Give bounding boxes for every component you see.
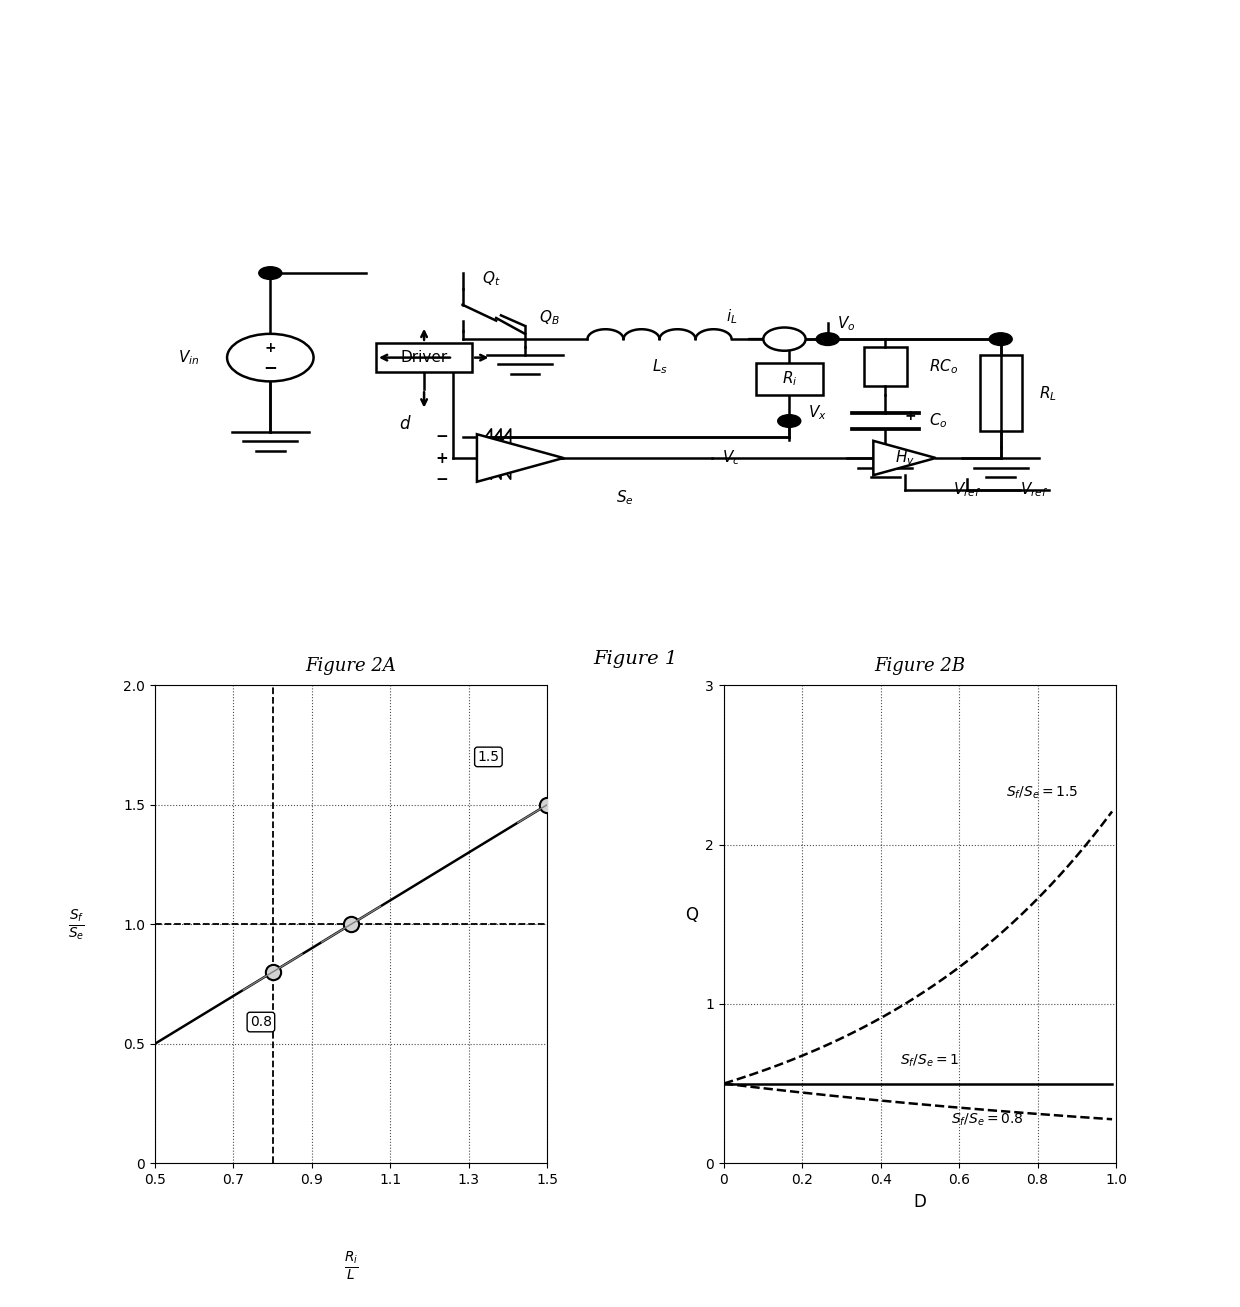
Text: $V_{ref}$: $V_{ref}$ <box>952 481 981 499</box>
Text: +: + <box>264 341 277 356</box>
Text: Figure 1: Figure 1 <box>594 650 677 668</box>
X-axis label: D: D <box>914 1192 926 1210</box>
Text: $R_L$: $R_L$ <box>1039 384 1056 403</box>
Text: $C_o$: $C_o$ <box>929 412 947 430</box>
Circle shape <box>816 333 839 345</box>
Text: Driver: Driver <box>401 350 448 365</box>
Text: $RC_o$: $RC_o$ <box>929 358 957 376</box>
Text: +: + <box>435 451 448 465</box>
Text: $S_e$: $S_e$ <box>616 489 634 507</box>
Text: $d$: $d$ <box>398 414 412 433</box>
Text: $S_f/S_e=0.8$: $S_f/S_e=0.8$ <box>951 1111 1023 1128</box>
Text: +: + <box>905 409 916 422</box>
Text: $S_f/S_e=1.5$: $S_f/S_e=1.5$ <box>1006 784 1079 801</box>
Text: $L_s$: $L_s$ <box>652 358 667 376</box>
Text: $R_i$: $R_i$ <box>781 370 797 388</box>
Title: Figure 2A: Figure 2A <box>306 657 397 676</box>
Text: $S_f/S_e=1$: $S_f/S_e=1$ <box>900 1052 960 1069</box>
FancyBboxPatch shape <box>376 342 472 372</box>
Polygon shape <box>873 440 936 476</box>
FancyBboxPatch shape <box>864 348 906 387</box>
Text: −: − <box>435 472 448 486</box>
Circle shape <box>990 333 1012 345</box>
FancyBboxPatch shape <box>755 363 823 395</box>
Text: $Q_t$: $Q_t$ <box>482 269 500 288</box>
Text: $V_o$: $V_o$ <box>837 314 856 332</box>
Text: $Q_B$: $Q_B$ <box>539 308 560 327</box>
Text: −: − <box>435 430 448 444</box>
Polygon shape <box>477 434 563 482</box>
Text: $\frac{R_i}{L}$: $\frac{R_i}{L}$ <box>343 1249 358 1282</box>
Text: $V_{ref}$: $V_{ref}$ <box>1021 481 1048 499</box>
FancyBboxPatch shape <box>980 356 1022 431</box>
Y-axis label: Q: Q <box>684 906 698 924</box>
Text: $V_c$: $V_c$ <box>722 448 740 468</box>
Text: 0.8: 0.8 <box>250 1016 272 1029</box>
Text: −: − <box>263 358 278 376</box>
Circle shape <box>259 267 281 280</box>
Circle shape <box>227 333 314 382</box>
Text: $V_{in}$: $V_{in}$ <box>177 348 200 367</box>
Title: Figure 2B: Figure 2B <box>874 657 966 676</box>
Text: $V_x$: $V_x$ <box>808 404 827 422</box>
Circle shape <box>777 414 801 427</box>
Text: $H_v$: $H_v$ <box>894 448 915 468</box>
Circle shape <box>764 328 806 350</box>
Text: $i_L$: $i_L$ <box>725 307 738 325</box>
Text: $\frac{S_f}{S_e}$: $\frac{S_f}{S_e}$ <box>68 907 86 941</box>
Text: 1.5: 1.5 <box>477 750 500 763</box>
